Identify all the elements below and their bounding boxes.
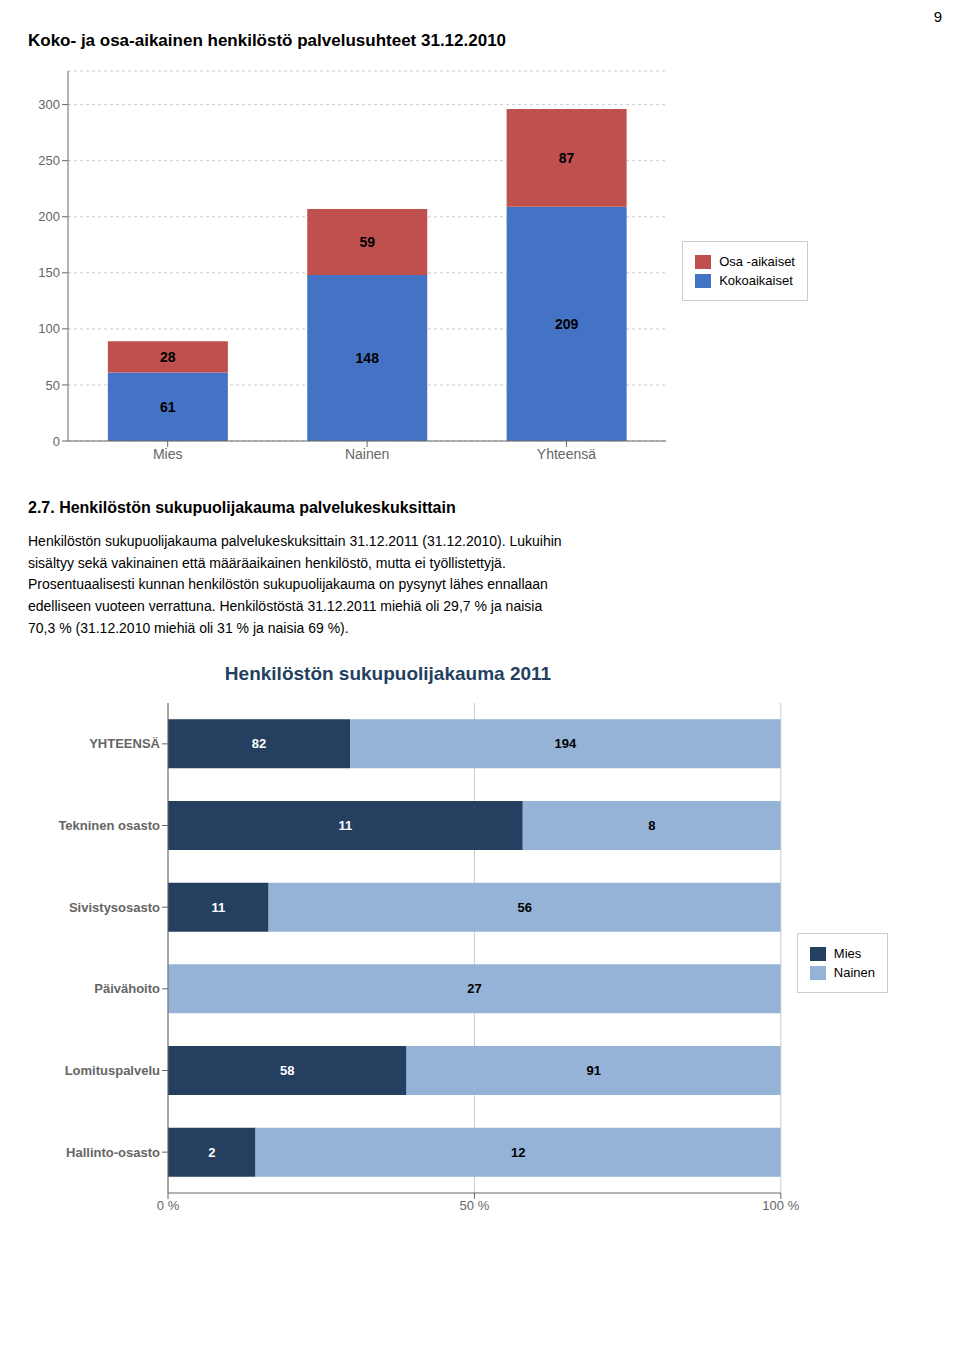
svg-text:56: 56: [517, 900, 531, 915]
svg-text:Mies: Mies: [153, 446, 183, 462]
html-text:Mies: Mies: [833, 946, 862, 962]
svg-text:Sivistysosasto: Sivistysosasto: [69, 900, 160, 915]
svg-text:59: 59: [359, 234, 375, 250]
svg-text:11: 11: [211, 900, 225, 915]
svg-text:91: 91: [586, 1063, 600, 1078]
html-text:70,3 % (31.12.2010 miehiä oli: 70,3 % (31.12.2010 miehiä oli 31 % ja na…: [28, 619, 349, 636]
svg-text:27: 27: [467, 982, 481, 997]
svg-text:300: 300: [38, 97, 60, 112]
svg-text:0: 0: [53, 434, 60, 449]
html-text:9: 9: [933, 8, 942, 25]
html-text:Nainen: Nainen: [833, 965, 875, 981]
svg-text:YHTEENSÄ: YHTEENSÄ: [89, 737, 160, 752]
html-text:edelliseen vuoteen verrattuna.: edelliseen vuoteen verrattuna. Henkilöst…: [28, 598, 543, 615]
svg-text:Yhteensä: Yhteensä: [537, 446, 596, 462]
svg-text:0 %: 0 %: [157, 1199, 180, 1214]
svg-text:Lomituspalvelu: Lomituspalvelu: [65, 1064, 160, 1079]
svg-text:50 %: 50 %: [460, 1199, 490, 1214]
svg-text:61: 61: [160, 399, 176, 415]
svg-text:2: 2: [208, 1145, 215, 1160]
html-text:Osa -aikaiset: Osa -aikaiset: [719, 254, 795, 269]
html-text:Kokoaikaiset: Kokoaikaiset: [719, 273, 793, 288]
svg-text:100: 100: [38, 321, 60, 336]
svg-text:50: 50: [46, 378, 60, 393]
svg-text:200: 200: [38, 209, 60, 224]
svg-text:8: 8: [648, 818, 655, 833]
html-text:Henkilöstön sukupuolijakauma 2: Henkilöstön sukupuolijakauma 2011: [224, 663, 552, 685]
svg-text:87: 87: [559, 150, 575, 166]
svg-text:58: 58: [280, 1063, 294, 1078]
svg-text:209: 209: [555, 316, 579, 332]
html-text:sisältyy sekä vakinainen että: sisältyy sekä vakinainen että määräaikai…: [28, 554, 506, 571]
svg-text:100 %: 100 %: [762, 1199, 799, 1214]
html-text:2.7. Henkilöstön sukupuolijaka: 2.7. Henkilöstön sukupuolijakauma palvel…: [28, 499, 456, 516]
svg-text:150: 150: [38, 265, 60, 280]
html-text:Prosentuaalisesti kunnan henki: Prosentuaalisesti kunnan henkilöstön suk…: [28, 576, 548, 593]
html-text:Henkilöstön sukupuolijakauma p: Henkilöstön sukupuolijakauma palvelukesk…: [28, 533, 562, 549]
svg-text:148: 148: [356, 350, 380, 366]
svg-text:Tekninen osasto: Tekninen osasto: [58, 819, 160, 834]
svg-text:Hallinto-osasto: Hallinto-osasto: [66, 1145, 160, 1160]
svg-text:Päivähoito: Päivähoito: [94, 982, 160, 997]
svg-text:Nainen: Nainen: [345, 446, 389, 462]
svg-text:250: 250: [38, 153, 60, 168]
svg-text:82: 82: [252, 737, 266, 752]
svg-text:11: 11: [339, 818, 353, 833]
html-text:Koko- ja osa-aikainen henkilös: Koko- ja osa-aikainen henkilöstö palvelu…: [28, 31, 507, 50]
svg-text:12: 12: [511, 1145, 525, 1160]
svg-text:194: 194: [555, 737, 577, 752]
svg-text:28: 28: [160, 349, 176, 365]
